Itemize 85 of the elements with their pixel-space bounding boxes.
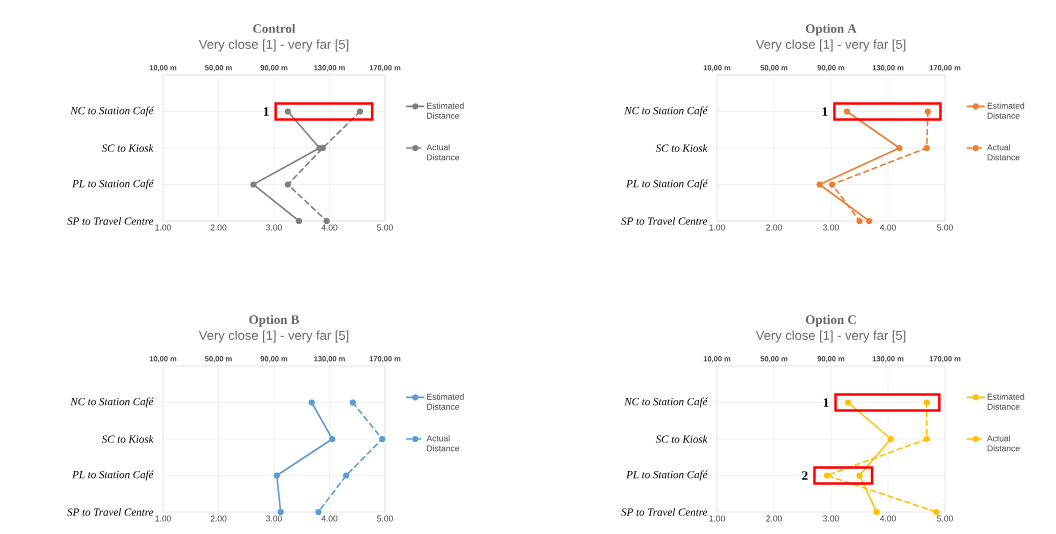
chart-subtitle: Very close [1] - very far [5] <box>755 330 906 343</box>
y-tick-label: PL to Station Café <box>72 470 154 481</box>
point <box>329 435 336 443</box>
point <box>887 435 894 443</box>
x-tick-label: 3.00 <box>266 515 282 522</box>
chart-title: Option B <box>249 314 299 327</box>
point <box>284 181 291 188</box>
point <box>356 108 364 115</box>
y-tick-label: NC to Station Café <box>70 106 154 117</box>
point <box>856 472 863 479</box>
point <box>343 472 350 479</box>
x-tick-label: 1.00 <box>709 224 725 231</box>
x-tick-label: 4.00 <box>321 515 338 522</box>
point <box>933 508 940 516</box>
x-tick-label: 1.00 <box>155 224 171 231</box>
chart-subtitle: Very close [1] - very far [5] <box>755 39 906 52</box>
annotation: 1 <box>823 398 829 407</box>
x-tick-label: 5.00 <box>377 224 393 231</box>
point <box>273 472 280 479</box>
legend-label: Actual Distance <box>426 144 460 161</box>
point <box>277 508 284 516</box>
y-tick-label: SC to Kiosk <box>101 144 154 152</box>
chart-title: Option C <box>805 314 856 327</box>
point <box>379 435 386 443</box>
legend-label: Estimated Distance <box>987 102 1025 119</box>
chart-subtitle: Very close [1] - very far [5] <box>198 330 349 343</box>
point <box>816 181 823 188</box>
y-tick-label: NC to Station Café <box>624 397 708 408</box>
legend-label: Actual Distance <box>987 144 1020 161</box>
x-tick-label: 5.00 <box>377 515 393 522</box>
chart-title: Control <box>253 23 296 33</box>
x-tick-label: 2.00 <box>210 515 227 522</box>
point <box>349 399 356 406</box>
x-tick-label: 4.00 <box>879 224 896 231</box>
point <box>873 508 880 516</box>
y-tick-label: SP to Travel Centre <box>621 217 708 225</box>
annotation: 1 <box>263 107 269 116</box>
y-tick-label: SP to Travel Centre <box>67 217 154 225</box>
x-tick-label: 4.00 <box>879 515 896 522</box>
y-tick-label: SC to Kiosk <box>101 435 154 443</box>
point <box>923 435 930 443</box>
legend-label: Actual Distance <box>987 435 1020 452</box>
point <box>295 217 303 225</box>
point <box>829 181 836 188</box>
point <box>250 181 257 188</box>
point <box>308 399 315 406</box>
chart-title: Option A <box>805 23 857 36</box>
chart-subtitle: Very close [1] - very far [5] <box>198 39 349 52</box>
legend-label: Estimated Distance <box>427 393 464 410</box>
x-tick-label: 2.00 <box>766 224 782 231</box>
x-tick-label: 2.00 <box>210 224 227 231</box>
y-tick-label: PL to Station Café <box>626 179 708 190</box>
x-tick-label: 3.00 <box>823 515 839 522</box>
point <box>284 108 291 115</box>
point <box>923 144 930 152</box>
x-tick-label: 4.00 <box>321 224 338 231</box>
y-tick-label: SP to Travel Centre <box>67 508 154 516</box>
point <box>923 399 930 406</box>
y-tick-label: SP to Travel Centre <box>621 508 708 516</box>
x-tick-label: 1.00 <box>709 515 725 522</box>
point <box>856 217 863 225</box>
legend-label: Estimated Distance <box>987 393 1025 410</box>
point <box>896 144 903 152</box>
y-tick-label: PL to Station Café <box>626 470 708 481</box>
x-tick-label: 2.00 <box>766 515 782 522</box>
x-tick-label: 3.00 <box>266 224 282 231</box>
y-tick-label: SC to Kiosk <box>655 435 708 443</box>
point <box>823 472 831 479</box>
legend-label: Actual Distance <box>426 435 460 452</box>
x-tick-label: 5.00 <box>937 224 953 231</box>
x-tick-label: 1.00 <box>155 515 171 522</box>
legend-label: Estimated Distance <box>427 102 464 119</box>
point <box>845 399 852 406</box>
x-tick-label: 3.00 <box>823 224 839 231</box>
point <box>315 508 322 516</box>
y-tick-label: NC to Station Café <box>624 106 708 117</box>
y-tick-label: SC to Kiosk <box>655 144 708 152</box>
x-tick-label: 5.00 <box>937 515 953 522</box>
annotation: 1 <box>822 107 828 116</box>
y-tick-label: NC to Station Café <box>70 397 154 408</box>
annotation: 2 <box>802 471 808 480</box>
point <box>866 217 873 225</box>
y-tick-label: PL to Station Café <box>72 179 154 190</box>
point <box>843 108 851 115</box>
point <box>924 108 931 115</box>
